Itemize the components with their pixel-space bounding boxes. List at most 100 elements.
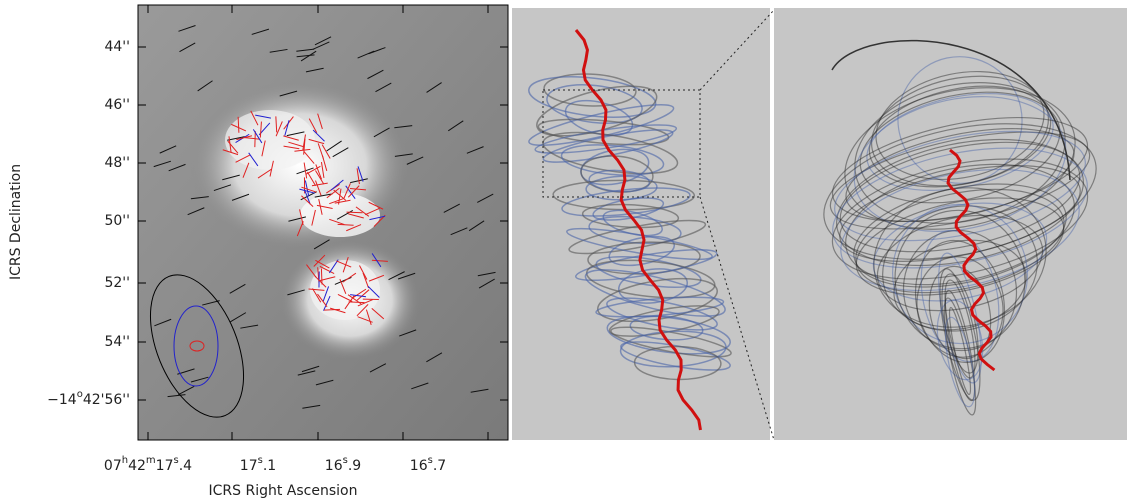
vector [312, 129, 325, 142]
vector [314, 193, 333, 198]
vector [319, 265, 335, 275]
vector [343, 183, 351, 199]
vector [236, 135, 253, 141]
vector [306, 165, 321, 175]
label-part: 48'' [104, 155, 130, 171]
label-part: −14 [47, 392, 77, 408]
vector [237, 116, 240, 133]
beam-ellipse [189, 340, 205, 352]
zoom-box [542, 89, 701, 198]
loop [938, 252, 982, 384]
loop [543, 73, 637, 107]
vector [308, 288, 325, 291]
emission [310, 260, 380, 320]
x-tick-label: 16s.9 [325, 455, 361, 474]
vector [315, 379, 334, 386]
x-tick-label: 17s.1 [240, 455, 276, 474]
vector [314, 36, 332, 46]
vector [362, 272, 370, 289]
loop [839, 141, 1081, 253]
vector [197, 80, 213, 92]
vector [303, 138, 306, 155]
vector [373, 214, 386, 227]
tick-marks [138, 5, 508, 440]
vector [356, 168, 360, 185]
x-tick-label: 16s.7 [410, 455, 446, 474]
vector [227, 136, 245, 141]
superscript: m [146, 455, 156, 466]
vector [345, 185, 356, 199]
y-tick-label: 48'' [104, 155, 130, 171]
label-part: 16 [410, 458, 428, 474]
vector [317, 293, 328, 308]
loop [859, 91, 1061, 204]
vector [447, 120, 464, 132]
vector [477, 193, 494, 203]
label-part: .9 [348, 458, 361, 474]
label-part: 50'' [104, 213, 130, 229]
vector [320, 162, 325, 178]
loop [920, 229, 1000, 363]
vector [316, 204, 333, 209]
vector [337, 223, 354, 226]
vector [348, 213, 364, 219]
y-tick-label: 52'' [104, 275, 130, 291]
loop [855, 188, 1065, 294]
vector [244, 137, 261, 140]
vector [257, 168, 272, 179]
loop [592, 197, 665, 221]
vector [371, 253, 382, 268]
vector [320, 268, 323, 285]
jet [574, 29, 702, 431]
vector [364, 207, 380, 216]
vector [397, 272, 416, 280]
vector [301, 186, 317, 193]
vector [313, 239, 330, 250]
label-part: 07 [104, 458, 122, 474]
vector [284, 120, 290, 136]
vector [466, 146, 484, 154]
loop [584, 269, 726, 317]
loop [944, 279, 976, 379]
loop [845, 128, 1075, 222]
loop [606, 315, 731, 355]
vector [302, 404, 321, 409]
vector [375, 82, 392, 93]
vector [286, 131, 305, 137]
vector [178, 24, 196, 32]
vector [477, 271, 496, 277]
vector [329, 197, 345, 205]
loop [854, 82, 1066, 224]
vector [213, 184, 232, 192]
vector [368, 201, 384, 210]
loop [829, 131, 1091, 230]
vector [369, 215, 386, 221]
vector [311, 182, 328, 187]
vector [373, 127, 390, 138]
loop [902, 229, 1018, 352]
loop [568, 219, 707, 255]
vector [202, 300, 220, 306]
loop [873, 187, 1047, 328]
vector [323, 295, 331, 311]
loop [844, 87, 1076, 230]
loop [866, 93, 1054, 191]
loop [939, 268, 981, 401]
vector [394, 153, 413, 157]
vector [261, 140, 266, 157]
vector [303, 162, 308, 179]
label-part: 17 [240, 458, 258, 474]
vector [296, 221, 304, 237]
loop [882, 205, 1038, 332]
loop [897, 56, 1023, 184]
vector [347, 294, 362, 305]
label-part: .1 [263, 458, 276, 474]
vector [301, 365, 320, 373]
loop [868, 85, 1052, 188]
vector [259, 121, 262, 138]
vector [350, 294, 367, 298]
vector [279, 90, 298, 97]
y-tick-label: −14o42'56'' [47, 389, 130, 408]
superscript: s [258, 455, 263, 466]
